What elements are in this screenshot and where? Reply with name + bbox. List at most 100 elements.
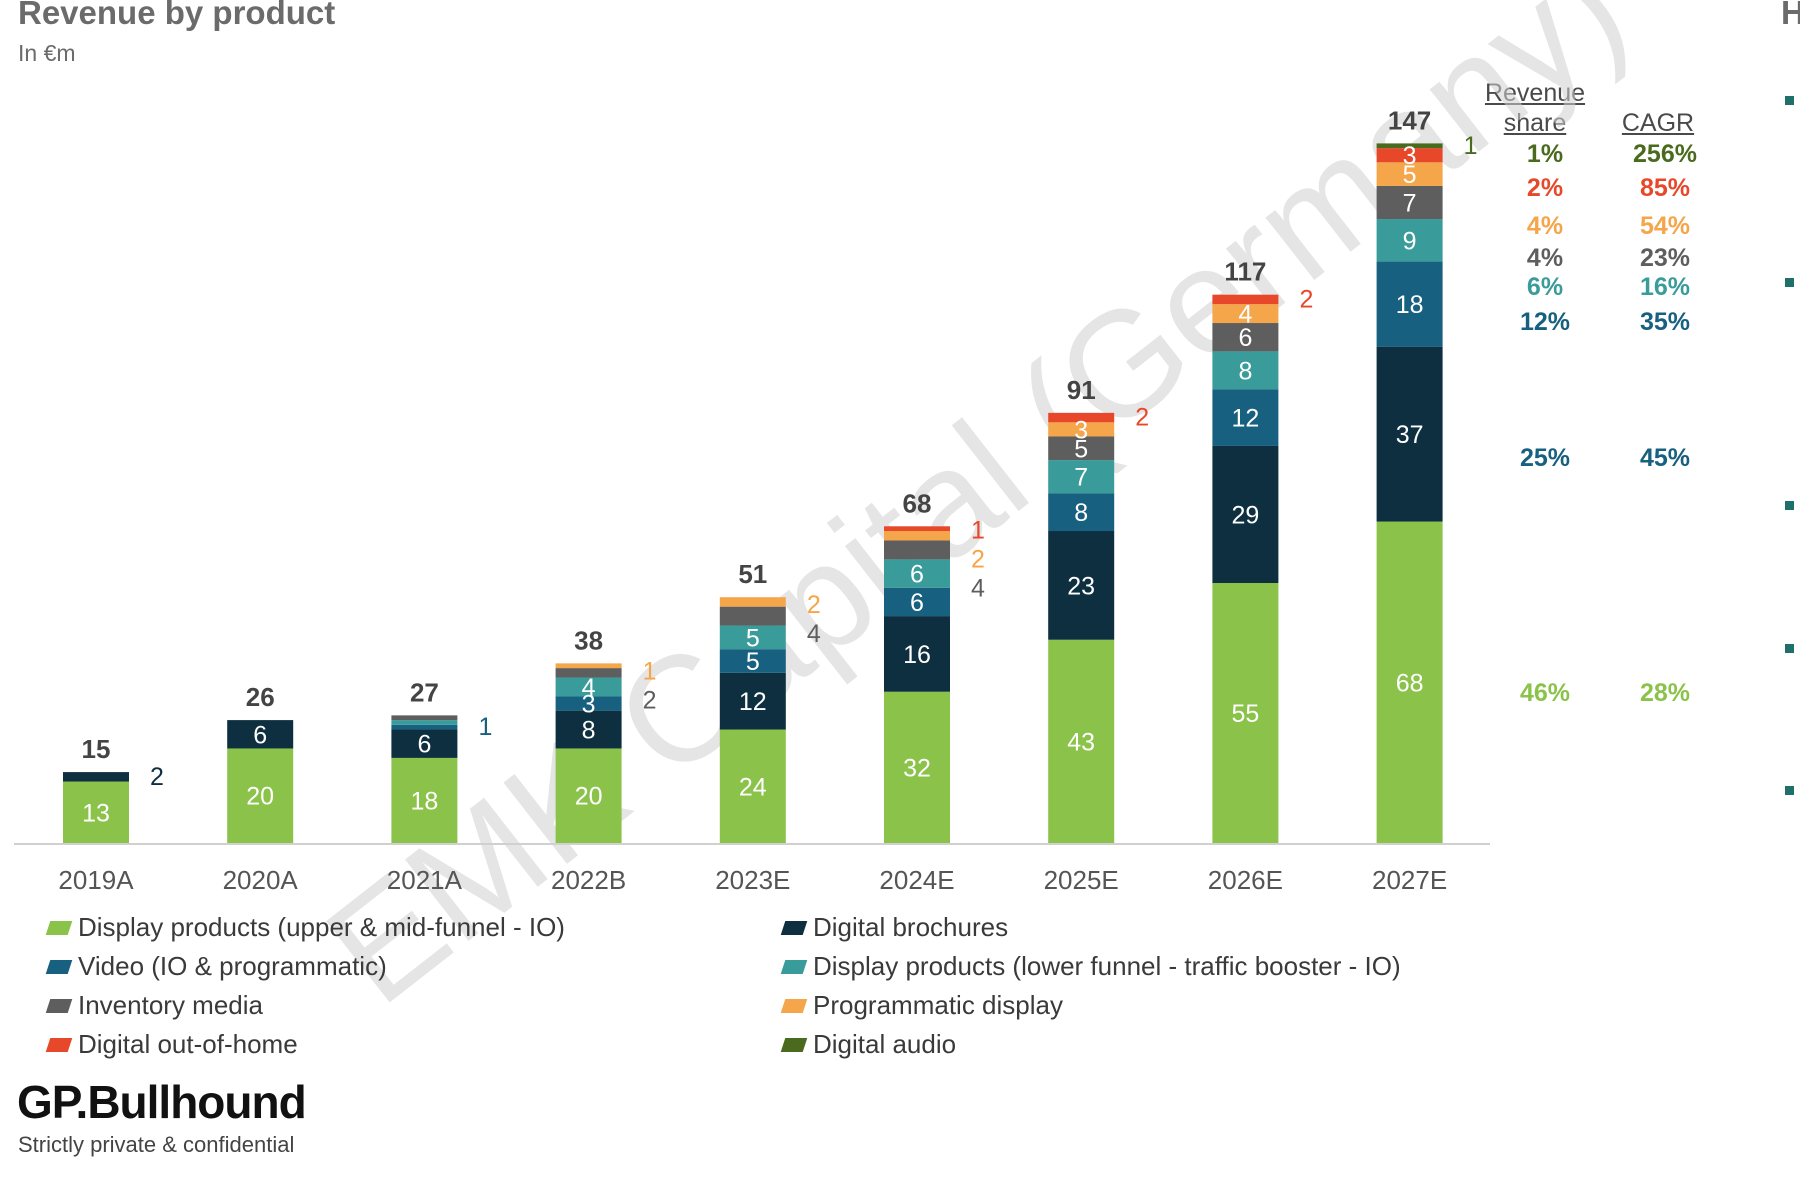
x-tick-label: 2024E — [879, 865, 954, 895]
x-tick-label: 2023E — [715, 865, 790, 895]
cagr-value: 54% — [1640, 212, 1690, 240]
cagr-value: 256% — [1633, 140, 1697, 168]
bar-segment — [884, 587, 950, 617]
revenue-share-value: 12% — [1520, 308, 1570, 336]
cagr-value: 23% — [1640, 244, 1690, 272]
total-label: 38 — [574, 625, 603, 655]
segment-label: 3 — [582, 691, 596, 719]
segment-label: 24 — [739, 773, 767, 801]
bar-segment — [1212, 294, 1279, 305]
legend-swatch — [780, 920, 808, 935]
side-value-label: 2 — [1135, 404, 1149, 432]
segment-label: 23 — [1067, 572, 1095, 600]
bar-segment — [884, 559, 950, 588]
legend-item: Video (IO & programmatic) — [45, 951, 387, 982]
bullet-icon — [1785, 786, 1794, 795]
segment-label: 8 — [1074, 499, 1088, 527]
brand-logo: GP.Bullhound — [17, 1076, 307, 1128]
bar-segment — [555, 668, 622, 678]
legend-label: Digital audio — [813, 1029, 957, 1059]
x-tick-label: 2026E — [1208, 865, 1283, 895]
total-label: 27 — [410, 677, 439, 707]
legend-swatch — [45, 920, 73, 935]
x-tick-label: 2027E — [1372, 865, 1447, 895]
bar-segment — [1376, 148, 1443, 163]
bar-segment — [63, 772, 129, 782]
cagr-value: 85% — [1640, 174, 1690, 202]
legend-item: Inventory media — [45, 990, 263, 1021]
bar-segment — [1048, 436, 1115, 461]
side-value-label: 1 — [643, 657, 657, 685]
segment-label: 29 — [1231, 501, 1259, 529]
bar-segment — [1048, 460, 1115, 494]
side-value-label: 1 — [1464, 132, 1478, 160]
side-value-label: 4 — [971, 574, 985, 602]
segment-label: 32 — [903, 754, 931, 782]
bar-segment — [1376, 185, 1443, 220]
legend-swatch — [780, 959, 808, 974]
segment-label: 18 — [1396, 291, 1424, 319]
revenue-share-value: 1% — [1527, 140, 1563, 168]
segment-label: 68 — [1396, 669, 1424, 697]
bar-segment — [555, 748, 622, 843]
segment-label: 12 — [1231, 405, 1259, 433]
bar-segment — [1376, 219, 1443, 262]
legend-label: Video (IO & programmatic) — [78, 951, 387, 981]
side-value-label: 1 — [971, 516, 985, 544]
side-value-label: 1 — [478, 713, 492, 741]
bar-segment — [1212, 389, 1279, 446]
legend-swatch — [45, 1037, 73, 1052]
side-value-label: 2 — [150, 763, 164, 791]
segment-label: 6 — [253, 721, 267, 749]
legend-item: Programmatic display — [780, 990, 1063, 1021]
segment-label: 12 — [739, 688, 767, 716]
total-label: 91 — [1067, 375, 1096, 405]
x-tick-label: 2019A — [58, 865, 134, 895]
segment-label: 3 — [1074, 416, 1088, 444]
revenue-share-value: 25% — [1520, 444, 1570, 472]
segment-label: 5 — [746, 624, 760, 652]
cagr-value: 28% — [1640, 679, 1690, 707]
bar-segment — [555, 710, 622, 749]
segment-label: 5 — [1403, 161, 1417, 189]
confidential-note: Strictly private & confidential — [18, 1132, 295, 1157]
bar-segment — [1048, 493, 1115, 532]
bar-segment — [391, 729, 458, 758]
bar-segment — [555, 696, 622, 711]
segment-label: 6 — [417, 731, 431, 759]
segment-label: 55 — [1231, 700, 1259, 728]
bar-segment — [884, 691, 950, 843]
bar-segment — [719, 625, 786, 650]
bullet-icon — [1785, 501, 1794, 510]
bar-segment — [1376, 143, 1443, 149]
legend-label: Display products (upper & mid-funnel - I… — [78, 912, 565, 942]
legend-label: Programmatic display — [813, 990, 1063, 1020]
bar-segment — [884, 531, 950, 541]
revenue-share-value: 2% — [1527, 174, 1563, 202]
segment-label: 37 — [1396, 421, 1424, 449]
bar-segment — [1212, 445, 1279, 584]
segment-label: 9 — [1403, 227, 1417, 255]
legend-label: Inventory media — [78, 990, 263, 1020]
legend-item: Digital out-of-home — [45, 1029, 298, 1060]
cagr-value: 16% — [1640, 273, 1690, 301]
bar-segment — [719, 606, 786, 626]
chart-subtitle: In €m — [18, 40, 76, 66]
segment-label: 5 — [746, 648, 760, 676]
legend-label: Display products (lower funnel - traffic… — [813, 951, 1401, 981]
bar-segment — [719, 729, 786, 843]
bar-segment — [391, 757, 458, 843]
bar-segment — [1048, 531, 1115, 640]
legend-item: Display products (upper & mid-funnel - I… — [45, 912, 565, 943]
legend-swatch — [45, 998, 73, 1013]
legend-swatch — [780, 998, 808, 1013]
legend-label: Digital out-of-home — [78, 1029, 298, 1059]
bar-segment — [1376, 162, 1443, 186]
x-tick-label: 2022B — [551, 865, 626, 895]
bullet-icon — [1785, 96, 1794, 105]
bar-segment — [391, 720, 458, 725]
bar-segment — [1048, 639, 1115, 843]
total-label: 51 — [738, 559, 767, 589]
revenue-share-value: 6% — [1527, 273, 1563, 301]
